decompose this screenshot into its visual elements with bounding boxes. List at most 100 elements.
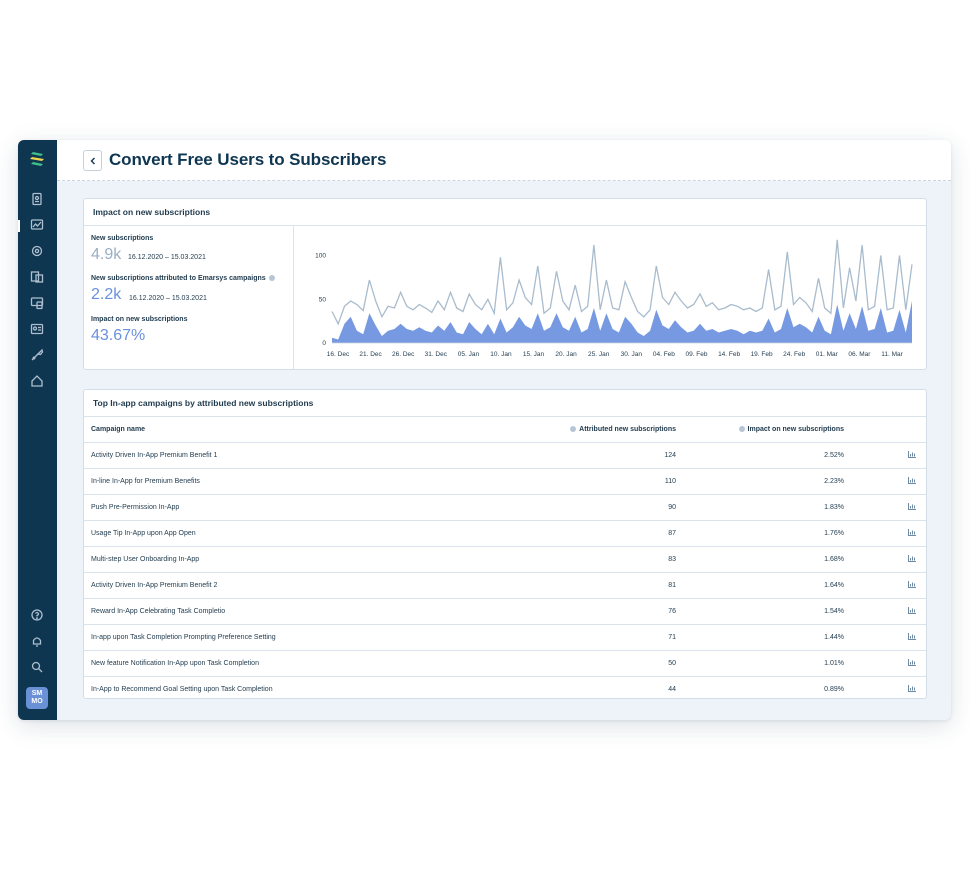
- x-tick-label: 21. Dec: [359, 351, 382, 358]
- table-row[interactable]: Activity Driven In-App Premium Benefit 1…: [84, 442, 926, 469]
- help-icon[interactable]: [28, 606, 46, 624]
- bar-chart-icon[interactable]: [908, 607, 916, 614]
- campaign-name-cell[interactable]: In-line In-App for Premium Benefits: [84, 468, 536, 495]
- campaign-name-cell[interactable]: In-app upon Task Completion Prompting Pr…: [84, 624, 536, 651]
- avatar-initials-bottom: MO: [31, 698, 43, 705]
- attributed-cell: 87: [536, 520, 676, 547]
- table-row[interactable]: In-app upon Task Completion Prompting Pr…: [84, 624, 926, 651]
- row-actions-cell: [844, 494, 926, 521]
- tools-icon[interactable]: [28, 346, 46, 364]
- attributed-cell: 50: [536, 650, 676, 677]
- x-tick-label: 19. Feb: [751, 351, 773, 358]
- settings-wheel-icon[interactable]: [28, 242, 46, 260]
- x-tick-label: 09. Feb: [685, 351, 707, 358]
- y-tick-label: 50: [319, 296, 327, 303]
- analytics-icon[interactable]: [28, 216, 46, 234]
- bar-chart-icon[interactable]: [908, 685, 916, 692]
- attributed-subscriptions-range: 16.12.2020 – 15.03.2021: [129, 295, 207, 302]
- automation-icon[interactable]: [28, 372, 46, 390]
- campaign-name-cell[interactable]: Multi-step User Onboarding In-App: [84, 546, 536, 573]
- campaign-name-cell[interactable]: Activity Driven In-App Premium Benefit 1: [84, 442, 536, 469]
- campaigns-table-body: Activity Driven In-App Premium Benefit 1…: [84, 442, 926, 703]
- row-actions-cell: [844, 598, 926, 625]
- table-row[interactable]: Push Pre-Permission In-App 90 1.83%: [84, 494, 926, 521]
- attributed-cell: 71: [536, 624, 676, 651]
- app-logo[interactable]: [27, 148, 49, 170]
- bar-chart-icon[interactable]: [908, 477, 916, 484]
- bar-chart-icon[interactable]: [908, 529, 916, 536]
- impact-percentage-value: 43.67%: [91, 327, 146, 344]
- content-icon[interactable]: [28, 268, 46, 286]
- bar-chart-icon[interactable]: [908, 659, 916, 666]
- bar-chart-icon[interactable]: [908, 555, 916, 562]
- table-row[interactable]: Usage Tip In-App upon App Open 87 1.76%: [84, 520, 926, 547]
- table-row[interactable]: New feature Notification In-App upon Tas…: [84, 650, 926, 677]
- column-header-impact[interactable]: Impact on new subscriptions: [676, 417, 844, 443]
- row-actions-cell: [844, 624, 926, 651]
- x-tick-label: 16. Dec: [327, 351, 350, 358]
- subscriptions-chart-svg: 0 50 100 16. Dec 21. Dec 26. Dec 31. Dec 05. Ja…: [315, 239, 913, 358]
- new-subscriptions-value: 4.9k: [91, 246, 122, 263]
- impact-percentage-label: Impact on new subscriptions: [91, 316, 188, 323]
- attributed-cell: 76: [536, 598, 676, 625]
- avatar[interactable]: SM MO: [26, 687, 48, 709]
- x-tick-label: 05. Jan: [458, 351, 480, 358]
- bar-chart-icon[interactable]: [908, 451, 916, 458]
- campaigns-card-title: Top In-app campaigns by attributed new s…: [84, 390, 926, 417]
- page-header: Convert Free Users to Subscribers: [57, 140, 951, 181]
- info-icon[interactable]: [268, 275, 275, 282]
- info-icon[interactable]: [570, 426, 577, 433]
- row-actions-cell: [844, 520, 926, 547]
- x-tick-label: 30. Jan: [621, 351, 643, 358]
- column-header-name[interactable]: Campaign name: [84, 417, 536, 443]
- impact-cell: 1.01%: [676, 650, 844, 677]
- attributed-area-series: [332, 301, 912, 343]
- x-tick-label: 15. Jan: [523, 351, 545, 358]
- campaign-name-cell[interactable]: Reward In-App Celebrating Task Completio: [84, 598, 536, 625]
- table-row[interactable]: Activity Driven In-App Premium Benefit 2…: [84, 572, 926, 599]
- app-window: SM MO Convert Free Users to Subscribers …: [18, 140, 951, 720]
- report-icon[interactable]: [28, 190, 46, 208]
- attributed-cell: 81: [536, 572, 676, 599]
- column-header-actions: [844, 417, 926, 443]
- table-row[interactable]: Multi-step User Onboarding In-App 83 1.68%: [84, 546, 926, 573]
- new-subscriptions-range: 16.12.2020 – 15.03.2021: [128, 254, 206, 261]
- column-header-attributed[interactable]: Attributed new subscriptions: [536, 417, 676, 443]
- campaign-name-cell[interactable]: Usage Tip In-App upon App Open: [84, 520, 536, 547]
- total-line-series: [331, 239, 913, 326]
- impact-cell: 1.76%: [676, 520, 844, 547]
- table-header-row: Campaign name Attributed new subscriptio…: [84, 417, 926, 443]
- search-icon[interactable]: [28, 658, 46, 676]
- table-row[interactable]: In-line In-App for Premium Benefits 110 2.…: [84, 468, 926, 495]
- bar-chart-icon[interactable]: [908, 581, 916, 588]
- bar-chart-icon[interactable]: [908, 633, 916, 640]
- campaign-name-cell[interactable]: New feature Notification In-App upon Tas…: [84, 650, 536, 677]
- column-header-attributed-text: Attributed new subscriptions: [579, 426, 676, 433]
- campaign-name-cell[interactable]: Activity Driven In-App Premium Benefit 2: [84, 572, 536, 599]
- back-button[interactable]: [83, 150, 102, 171]
- row-actions-cell: [844, 650, 926, 677]
- active-nav-indicator: [18, 220, 20, 232]
- campaigns-table: Campaign name Attributed new subscriptio…: [84, 417, 926, 702]
- x-tick-label: 25. Jan: [588, 351, 610, 358]
- x-tick-label: 04. Feb: [653, 351, 675, 358]
- row-actions-cell: [844, 546, 926, 573]
- new-subscriptions-label: New subscriptions: [91, 235, 154, 242]
- contacts-icon[interactable]: [28, 320, 46, 338]
- campaign-name-cell[interactable]: In-App to Recommend Goal Setting upon Ta…: [91, 686, 273, 693]
- page-title: Convert Free Users to Subscribers: [109, 150, 387, 169]
- column-header-impact-text: Impact on new subscriptions: [747, 426, 844, 433]
- impact-cell: 1.68%: [676, 546, 844, 573]
- table-row[interactable]: Reward In-App Celebrating Task Completio…: [84, 598, 926, 625]
- table-row[interactable]: In-App to Recommend Goal Setting upon Ta…: [84, 677, 926, 703]
- attributed-subscriptions-value: 2.2k: [91, 286, 122, 303]
- campaign-name-cell[interactable]: Push Pre-Permission In-App: [84, 494, 536, 521]
- x-tick-label: 10. Jan: [490, 351, 512, 358]
- attributed-cell: 124: [536, 442, 676, 469]
- info-icon[interactable]: [738, 426, 745, 433]
- impact-cell: 1.54%: [676, 598, 844, 625]
- bar-chart-icon[interactable]: [908, 503, 916, 510]
- channels-icon[interactable]: [28, 294, 46, 312]
- attributed-cell: 110: [536, 468, 676, 495]
- notifications-icon[interactable]: [28, 632, 46, 650]
